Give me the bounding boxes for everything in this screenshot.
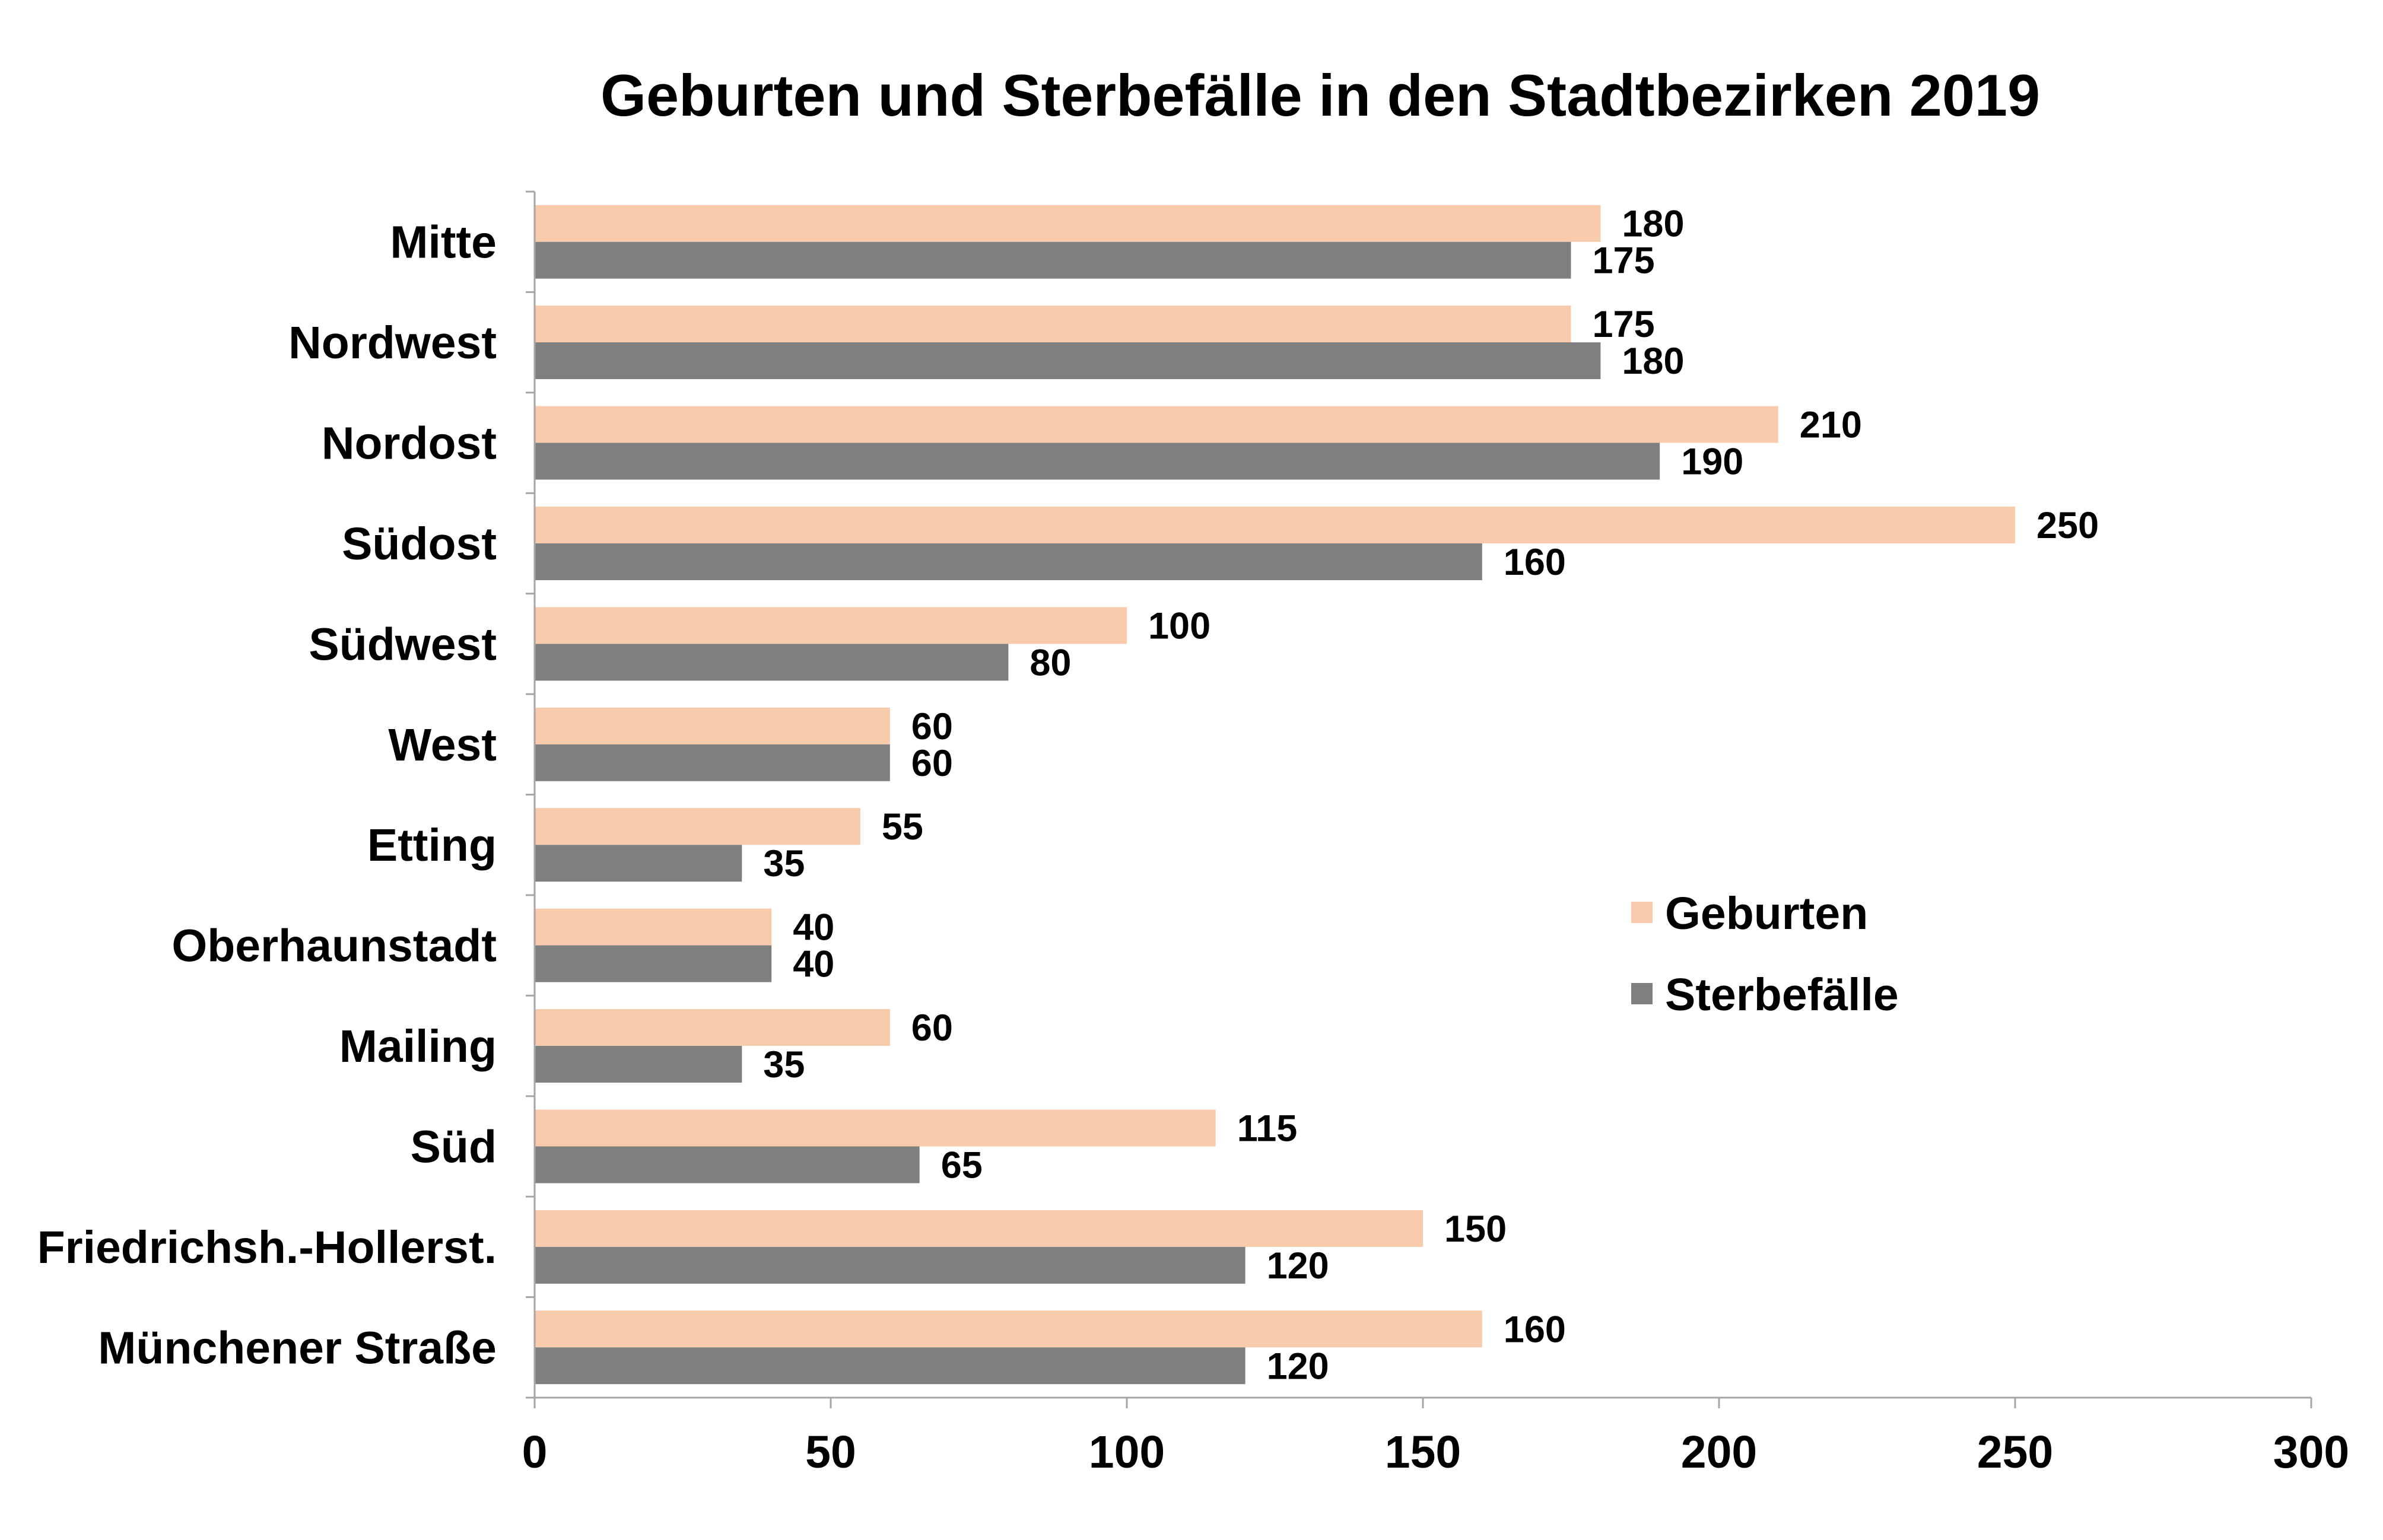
- data-label-sterbefalle-mailing: 35: [763, 1044, 805, 1086]
- category-label-mitte: Mitte: [390, 217, 497, 268]
- category-label-oberhaunstadt: Oberhaunstadt: [171, 921, 497, 972]
- bar-sterbefalle-friedrichsh-hollerst: [535, 1246, 1245, 1284]
- legend-label-sterbefaelle: Sterbefälle: [1665, 969, 1899, 1020]
- x-tick-label: 0: [522, 1427, 548, 1478]
- category-label-sudwest: Südwest: [309, 619, 497, 670]
- bar-sterbefalle-sud: [535, 1146, 920, 1183]
- bar-geburten-sud: [535, 1109, 1216, 1147]
- data-label-geburten-sud: 115: [1237, 1108, 1298, 1150]
- category-labels: Mitte Nordwest Nordost Südost Südwest West Ett…: [37, 217, 497, 1374]
- data-label-sterbefalle-sud: 65: [941, 1145, 983, 1186]
- bar-sterbefalle-etting: [535, 845, 742, 882]
- bar-geburten-oberhaunstadt: [535, 908, 772, 946]
- bar-geburten-nordwest: [535, 306, 1571, 343]
- category-label-nordwest: Nordwest: [288, 317, 497, 368]
- chart-title: Geburten und Sterbefälle in den Stadtbez…: [600, 62, 2040, 128]
- bar-sterbefalle-west: [535, 744, 890, 781]
- category-label-nordost: Nordost: [322, 418, 497, 469]
- bar-geburten-nordost: [535, 406, 1778, 443]
- data-label-geburten-mailing: 60: [911, 1007, 953, 1049]
- data-label-geburten-friedrichsh-hollerst: 150: [1444, 1208, 1507, 1250]
- legend-item-geburten: Geburten: [1631, 888, 1868, 939]
- data-label-geburten-nordwest: 175: [1593, 304, 1655, 345]
- bar-geburten-west: [535, 707, 890, 744]
- x-tick-label: 300: [2273, 1427, 2349, 1478]
- bar-geburten-etting: [535, 808, 860, 845]
- x-tick-label: 250: [1977, 1427, 2053, 1478]
- data-label-sterbefalle-sudwest: 80: [1030, 642, 1071, 683]
- data-label-geburten-nordost: 210: [1800, 405, 1862, 446]
- data-label-sterbefalle-nordwest: 180: [1622, 341, 1684, 382]
- x-tick-label: 150: [1385, 1427, 1461, 1478]
- category-label-munchener-strasse: Münchener Straße: [98, 1322, 497, 1373]
- bar-geburten-mitte: [535, 205, 1601, 242]
- data-label-geburten-mitte: 180: [1622, 203, 1684, 245]
- x-tick-label: 50: [805, 1427, 856, 1478]
- bar-sterbefalle-sudost: [535, 543, 1482, 580]
- bar-sterbefalle-munchener-strasse: [535, 1347, 1245, 1385]
- category-label-etting: Etting: [367, 820, 497, 871]
- x-tick-label: 200: [1681, 1427, 1757, 1478]
- data-label-sterbefalle-sudost: 160: [1504, 542, 1566, 583]
- axes: [526, 190, 2312, 1408]
- legend-item-sterbefaelle: Sterbefälle: [1631, 969, 1899, 1020]
- category-label-sud: Süd: [411, 1122, 497, 1173]
- bar-sterbefalle-nordost: [535, 443, 1660, 480]
- category-label-mailing: Mailing: [339, 1021, 497, 1072]
- bar-geburten-sudost: [535, 507, 2015, 543]
- data-label-sterbefalle-mitte: 175: [1593, 240, 1655, 282]
- category-label-west: West: [388, 720, 497, 771]
- data-label-geburten-sudost: 250: [2036, 505, 2099, 546]
- bar-sterbefalle-mailing: [535, 1046, 742, 1083]
- legend-swatch-sterbefaelle: [1631, 983, 1653, 1004]
- bar-geburten-friedrichsh-hollerst: [535, 1210, 1423, 1247]
- data-label-sterbefalle-nordost: 190: [1681, 441, 1743, 483]
- bar-sterbefalle-mitte: [535, 241, 1571, 279]
- data-label-sterbefalle-friedrichsh-hollerst: 120: [1267, 1245, 1329, 1287]
- bar-geburten-mailing: [535, 1009, 890, 1046]
- category-label-friedrichsh-hollerst: Friedrichsh.-Hollerst.: [37, 1222, 497, 1273]
- data-label-geburten-oberhaunstadt: 40: [793, 907, 834, 949]
- legend-label-geburten: Geburten: [1665, 888, 1868, 939]
- data-labels: 1801751751802101902501601008060605535404…: [763, 203, 2099, 1388]
- legend: Geburten Sterbefälle: [1631, 888, 1899, 1020]
- bar-geburten-sudwest: [535, 607, 1127, 644]
- data-label-sterbefalle-oberhaunstadt: 40: [793, 944, 834, 985]
- data-label-sterbefalle-west: 60: [911, 743, 953, 784]
- data-label-sterbefalle-etting: 35: [763, 843, 805, 884]
- category-label-sudost: Südost: [342, 518, 497, 569]
- data-label-geburten-west: 60: [911, 706, 953, 747]
- data-label-geburten-sudwest: 100: [1148, 605, 1210, 647]
- bar-sterbefalle-sudwest: [535, 644, 1009, 681]
- x-tick-labels: 0 50 100 150 200 250 300: [522, 1427, 2350, 1478]
- data-label-geburten-etting: 55: [882, 806, 923, 848]
- x-tick-label: 100: [1089, 1427, 1165, 1478]
- data-label-sterbefalle-munchener-strasse: 120: [1267, 1345, 1329, 1387]
- bar-sterbefalle-oberhaunstadt: [535, 945, 772, 982]
- legend-swatch-geburten: [1631, 902, 1653, 923]
- bar-sterbefalle-nordwest: [535, 342, 1601, 380]
- bar-geburten-munchener-strasse: [535, 1310, 1482, 1348]
- bars: [535, 205, 2015, 1385]
- data-label-geburten-munchener-strasse: 160: [1504, 1309, 1566, 1350]
